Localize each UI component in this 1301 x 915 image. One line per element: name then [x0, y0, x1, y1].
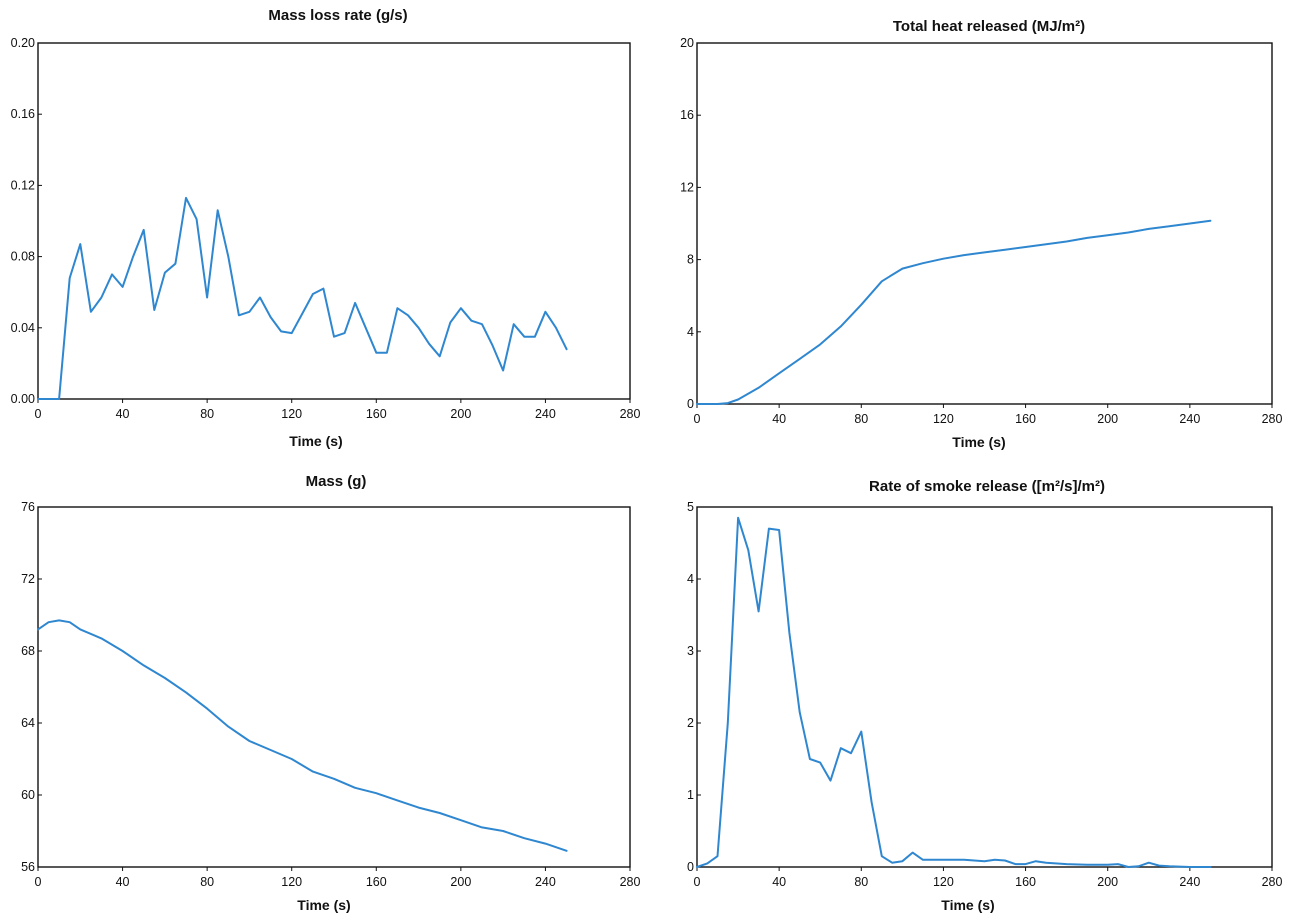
y-tick-label: 68 [21, 644, 35, 658]
y-axis-ticks: 56 60 64 68 72 76 [21, 500, 42, 874]
y-tick-label: 0.00 [11, 392, 35, 406]
x-tick-label: 80 [854, 875, 868, 889]
x-tick-label: 0 [694, 412, 701, 426]
x-tick-label: 120 [281, 407, 302, 421]
x-axis-label: Time (s) [289, 433, 342, 449]
x-tick-label: 240 [535, 875, 556, 889]
x-tick-label: 40 [772, 875, 786, 889]
x-axis-ticks: 0 40 80 120 160 200 240 280 [694, 867, 1283, 889]
y-tick-label: 0.08 [11, 250, 35, 264]
y-axis-ticks: 0.00 0.04 0.08 0.12 0.16 0.20 [11, 36, 42, 406]
x-tick-label: 160 [1015, 875, 1036, 889]
plot-frame [696, 506, 1273, 868]
x-tick-label: 0 [694, 875, 701, 889]
plot-frame [696, 42, 1273, 405]
y-tick-label: 16 [680, 108, 694, 122]
y-tick-label: 0.04 [11, 321, 35, 335]
x-tick-label: 160 [366, 407, 387, 421]
y-tick-label: 4 [687, 572, 694, 586]
plot-frame [37, 506, 631, 868]
x-tick-label: 40 [116, 875, 130, 889]
y-tick-label: 76 [21, 500, 35, 514]
y-tick-label: 0.20 [11, 36, 35, 50]
chart-title: Mass (g) [306, 473, 367, 490]
x-tick-label: 120 [933, 412, 954, 426]
x-tick-label: 80 [200, 875, 214, 889]
y-tick-label: 5 [687, 500, 694, 514]
y-tick-label: 0 [687, 860, 694, 874]
y-tick-label: 2 [687, 716, 694, 730]
x-tick-label: 240 [535, 407, 556, 421]
y-axis-ticks: 0 4 8 12 16 20 [680, 36, 701, 411]
x-tick-label: 280 [1262, 412, 1283, 426]
x-axis-label: Time (s) [941, 897, 994, 913]
x-axis-label: Time (s) [297, 897, 350, 913]
x-tick-label: 200 [450, 407, 471, 421]
x-tick-label: 160 [366, 875, 387, 889]
series-line [37, 619, 568, 852]
x-tick-label: 120 [933, 875, 954, 889]
x-tick-label: 120 [281, 875, 302, 889]
chart-rate-of-smoke-release: Rate of smoke release ([m²/s]/m²) 0 1 2 3 4 5… [687, 478, 1282, 913]
chart-title: Rate of smoke release ([m²/s]/m²) [869, 478, 1105, 495]
x-tick-label: 200 [450, 875, 471, 889]
y-tick-label: 64 [21, 716, 35, 730]
y-tick-label: 20 [680, 36, 694, 50]
x-tick-label: 80 [200, 407, 214, 421]
x-axis-ticks: 0 40 80 120 160 200 240 280 [694, 404, 1283, 426]
x-tick-label: 160 [1015, 412, 1036, 426]
x-tick-label: 0 [35, 875, 42, 889]
x-tick-label: 280 [1262, 875, 1283, 889]
y-tick-label: 8 [687, 253, 694, 267]
y-tick-label: 3 [687, 644, 694, 658]
x-tick-label: 200 [1097, 875, 1118, 889]
y-tick-label: 12 [680, 180, 694, 194]
chart-total-heat-released: Total heat released (MJ/m²) 0 4 8 12 16 20 0 4… [680, 18, 1282, 450]
y-tick-label: 72 [21, 572, 35, 586]
series-line [696, 516, 1212, 868]
y-tick-label: 0.12 [11, 178, 35, 192]
x-axis-label: Time (s) [952, 434, 1005, 450]
plot-frame [37, 42, 631, 400]
x-tick-label: 240 [1179, 412, 1200, 426]
chart-title: Total heat released (MJ/m²) [893, 18, 1085, 35]
x-tick-label: 40 [116, 407, 130, 421]
chart-mass-loss-rate: Mass loss rate (g/s) 0.00 0.04 0.08 0.12 0.1… [11, 7, 641, 449]
chart-mass: Mass (g) 56 60 64 68 72 76 0 40 80 120 160 200 240 2… [21, 473, 640, 913]
x-tick-label: 0 [35, 407, 42, 421]
x-tick-label: 280 [620, 407, 641, 421]
x-axis-ticks: 0 40 80 120 160 200 240 280 [35, 399, 641, 421]
series-line [696, 219, 1212, 405]
y-axis-ticks: 0 1 2 3 4 5 [687, 500, 701, 874]
chart-title: Mass loss rate (g/s) [268, 7, 407, 24]
x-tick-label: 40 [772, 412, 786, 426]
y-tick-label: 56 [21, 860, 35, 874]
y-tick-label: 60 [21, 788, 35, 802]
x-tick-label: 280 [620, 875, 641, 889]
y-tick-label: 0.16 [11, 107, 35, 121]
y-tick-label: 0 [687, 397, 694, 411]
x-tick-label: 80 [854, 412, 868, 426]
x-axis-ticks: 0 40 80 120 160 200 240 280 [35, 867, 641, 889]
x-tick-label: 200 [1097, 412, 1118, 426]
y-tick-label: 4 [687, 325, 694, 339]
series-line [37, 196, 568, 400]
x-tick-label: 240 [1179, 875, 1200, 889]
y-tick-label: 1 [687, 788, 694, 802]
